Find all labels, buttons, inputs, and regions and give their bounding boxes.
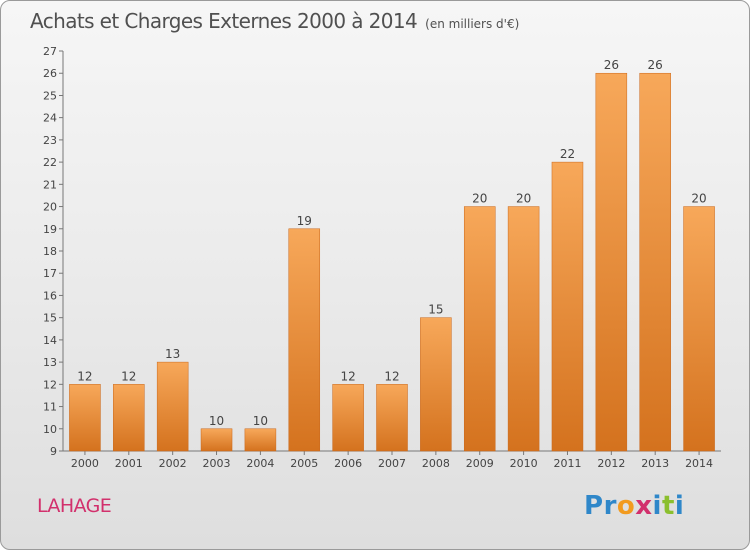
bar-2003 (200, 428, 233, 452)
bar-value-label: 22 (560, 147, 575, 161)
bar-2008 (420, 317, 452, 452)
y-tick-label: 14 (43, 334, 57, 347)
bar-2013 (639, 72, 671, 452)
bar-value-label: 15 (428, 303, 443, 317)
chart-title: Achats et Charges Externes 2000 à 2014 (e… (30, 9, 519, 33)
x-tick-label: 2002 (159, 457, 187, 470)
bar-2009 (463, 206, 496, 452)
logo-letter: t (661, 491, 675, 521)
bar-value-label: 19 (297, 214, 312, 228)
logo-letter: P (584, 491, 604, 521)
chart-title-text: Achats et Charges Externes 2000 à 2014 (30, 9, 418, 33)
bar-2005 (288, 228, 321, 452)
x-tick-label: 2003 (203, 457, 231, 470)
y-tick-label: 13 (43, 356, 57, 369)
y-tick-label: 17 (43, 267, 57, 280)
bar-value-label: 20 (516, 192, 531, 206)
y-tick-label: 18 (43, 245, 57, 258)
x-tick-label: 2012 (597, 457, 625, 470)
bar-2004 (244, 428, 277, 452)
y-tick-label: 12 (43, 378, 57, 391)
bar-2001 (113, 384, 145, 452)
bar-value-label: 10 (253, 414, 268, 428)
y-tick-label: 19 (43, 223, 57, 236)
bar-value-label: 20 (691, 192, 706, 206)
axes: 9 10 11 12 13 14 15 16 17 18 19 20 21 22 23 24 25 26 27 200… (43, 45, 721, 470)
bar-2011 (551, 161, 584, 452)
bar-value-label: 12 (121, 369, 136, 383)
y-tick-label: 23 (43, 134, 57, 147)
bar-value-label: 13 (165, 347, 180, 361)
x-tick-label: 2014 (685, 457, 713, 470)
x-tick-label: 2009 (466, 457, 494, 470)
y-tick-label: 15 (43, 312, 57, 325)
y-tick-label: 26 (43, 67, 57, 80)
bar-2002 (156, 361, 189, 452)
logo-letter: i (652, 491, 662, 521)
bar-2006 (332, 384, 364, 452)
y-tick-label: 9 (50, 445, 57, 458)
x-tick-label: 2004 (246, 457, 274, 470)
bar-value-label: 12 (340, 369, 355, 383)
x-tick-label: 2008 (422, 457, 450, 470)
bar-2010 (507, 206, 540, 452)
bar-2000 (69, 384, 101, 452)
y-tick-label: 16 (43, 289, 57, 302)
x-tick-label: 2010 (510, 457, 538, 470)
y-tick-label: 25 (43, 89, 57, 102)
y-tick-label: 21 (43, 178, 57, 191)
x-tick-label: 2001 (115, 457, 143, 470)
bar-2012 (595, 72, 628, 452)
logo-letter: x (635, 491, 653, 521)
bar-value-label: 12 (77, 369, 92, 383)
bar-2007 (376, 384, 408, 452)
logo-letter: r (603, 491, 617, 521)
bar-value-label: 26 (604, 58, 619, 72)
x-tick-label: 2011 (553, 457, 581, 470)
x-tick-label: 2006 (334, 457, 362, 470)
bars (69, 72, 715, 452)
x-tick-label: 2013 (641, 457, 669, 470)
bar-value-label: 12 (384, 369, 399, 383)
y-tick-label: 10 (43, 423, 57, 436)
y-tick-label: 20 (43, 201, 57, 214)
y-tick-label: 11 (43, 401, 57, 414)
bar-value-label: 10 (209, 414, 224, 428)
y-tick-label: 27 (43, 45, 57, 58)
y-tick-label: 24 (43, 112, 57, 125)
data-labels: 12 12 13 10 10 19 12 12 15 20 20 22 26 26 20 (77, 58, 706, 428)
place-name: LAHAGE (37, 495, 112, 517)
y-tick-label: 22 (43, 156, 57, 169)
x-tick-label: 2007 (378, 457, 406, 470)
bar-value-label: 26 (648, 58, 663, 72)
x-tick-label: 2005 (290, 457, 318, 470)
proxiti-logo: Proxiti (584, 491, 684, 521)
logo-letter: o (616, 491, 636, 521)
logo-letter: i (674, 491, 685, 521)
bar-2014 (683, 206, 715, 452)
bar-value-label: 20 (472, 192, 487, 206)
chart-unit: (en milliers d'€) (425, 17, 520, 31)
x-tick-label: 2000 (71, 457, 99, 470)
